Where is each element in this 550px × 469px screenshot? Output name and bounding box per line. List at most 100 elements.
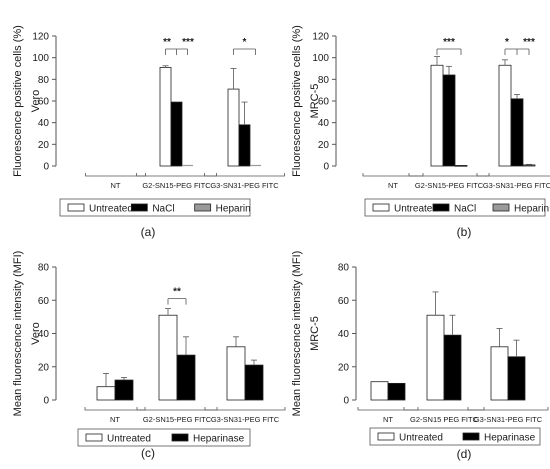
legend-swatch — [67, 203, 85, 212]
category-label: G3-SN31-PEG FITC — [211, 415, 280, 424]
y-axis-title: Mean fluorescence intensity (MFI) — [291, 251, 303, 417]
bar — [430, 64, 444, 167]
bar — [170, 101, 183, 167]
bar — [158, 314, 178, 401]
y-tick-label: 40 — [38, 329, 50, 340]
panel-label: (a) — [141, 225, 156, 239]
significance-mark: * — [505, 37, 509, 48]
bar — [490, 346, 509, 401]
legend-label: NaCl — [152, 204, 174, 215]
y-tick-label: 40 — [338, 329, 350, 340]
significance-mark: * — [243, 37, 247, 48]
category-bracket — [357, 407, 419, 411]
legend-swatch — [377, 432, 395, 441]
significance-mark: *** — [443, 37, 455, 48]
bar — [370, 381, 389, 401]
legend-swatch — [85, 433, 103, 442]
category-bracket — [362, 173, 424, 177]
category-label: G3-SN31-PEG FITC — [483, 181, 550, 190]
y-tick-label: 60 — [38, 296, 50, 307]
bar — [176, 354, 196, 401]
y-tick-label: 20 — [338, 362, 350, 373]
legend-label: Heparinase — [193, 434, 245, 445]
bar — [454, 165, 468, 167]
category-label: G2-SN15 PEG FITC — [410, 415, 479, 424]
y-axis-title: Fluorescence positive cells (%) — [291, 25, 303, 177]
category-bracket — [136, 407, 218, 411]
category-label: NT — [111, 181, 121, 190]
y-axis-title: Mean fluorescence intensity (MFI) — [12, 251, 24, 417]
y-tick-label: 20 — [38, 140, 50, 151]
bar — [114, 379, 134, 401]
bar — [442, 74, 456, 167]
bar — [226, 346, 246, 401]
y-tick-label: 80 — [338, 263, 350, 274]
bar — [507, 356, 526, 401]
category-label: G3-SN31-PEG FITC — [210, 181, 279, 190]
legend-label: Heparinase — [484, 433, 536, 444]
y-axis-subtitle: MRC-5 — [309, 316, 321, 351]
y-tick-label: 20 — [318, 140, 330, 151]
chart-panel-b: 0 20 40 60 80 100 120 Fluorescence positive cel… — [291, 25, 550, 239]
category-label: G3-SN31-PEG FITC — [474, 415, 543, 424]
legend-box — [369, 427, 541, 446]
legend-label: Untreated — [394, 204, 438, 215]
y-tick-label: 0 — [43, 162, 49, 173]
panel-label: (c) — [141, 446, 155, 460]
category-label: G2-SN15-PEG FITC — [142, 181, 211, 190]
y-tick-label: 100 — [312, 53, 329, 64]
chart-panel-a: 0 20 40 60 80 100 120 Fluorescence positive cel… — [12, 25, 285, 239]
legend-swatch — [130, 203, 148, 212]
y-tick-label: 0 — [323, 162, 329, 173]
legend-label: Heparin — [216, 204, 251, 215]
bar — [498, 64, 512, 167]
legend-swatch — [462, 432, 480, 441]
bar — [387, 382, 406, 401]
y-tick-label: 60 — [338, 296, 350, 307]
y-axis-title: Fluorescence positive cells (%) — [12, 25, 24, 177]
category-label: G2-SN15-PEG FITC — [143, 415, 212, 424]
y-axis-subtitle: Vero — [30, 90, 42, 113]
category-bracket — [204, 173, 285, 177]
y-tick-label: 60 — [38, 97, 50, 108]
y-tick-label: 40 — [318, 118, 330, 129]
category-bracket — [403, 407, 485, 411]
chart-panel-c: 0 20 40 60 80 Mean fluorescence intensity (MF… — [12, 251, 286, 460]
legend-swatch — [492, 203, 510, 212]
bar — [443, 334, 462, 401]
category-bracket — [85, 173, 146, 177]
legend-label: Untreated — [89, 204, 133, 215]
y-tick-label: 80 — [318, 75, 330, 86]
legend-swatch — [171, 433, 189, 442]
significance-mark: ** — [163, 37, 171, 48]
y-tick-label: 20 — [38, 362, 50, 373]
y-axis-subtitle: MRC-5 — [309, 84, 321, 119]
panel-label: (d) — [457, 447, 472, 461]
legend-label: Heparin — [514, 204, 549, 215]
y-tick-label: 60 — [318, 97, 330, 108]
legend-label: NaCl — [454, 204, 476, 215]
category-label: NT — [388, 181, 398, 190]
legend-swatch — [432, 203, 450, 212]
category-bracket — [84, 407, 146, 411]
y-tick-label: 100 — [32, 53, 49, 64]
significance-mark: *** — [523, 37, 535, 48]
y-tick-label: 80 — [38, 75, 50, 86]
bar — [510, 98, 524, 167]
y-tick-label: 120 — [312, 32, 329, 43]
category-bracket — [204, 407, 286, 411]
category-bracket — [467, 407, 549, 411]
legend-label: Untreated — [107, 434, 151, 445]
bar — [238, 124, 251, 167]
legend-box — [364, 198, 546, 217]
legend-label: Untreated — [399, 433, 443, 444]
legend-box — [77, 428, 251, 447]
bar — [426, 314, 445, 401]
bar — [96, 386, 116, 401]
category-label: NT — [383, 415, 393, 424]
bar — [159, 67, 172, 167]
y-axis-subtitle: Vero — [30, 322, 42, 345]
bar — [244, 364, 264, 401]
y-tick-label: 40 — [38, 118, 50, 129]
